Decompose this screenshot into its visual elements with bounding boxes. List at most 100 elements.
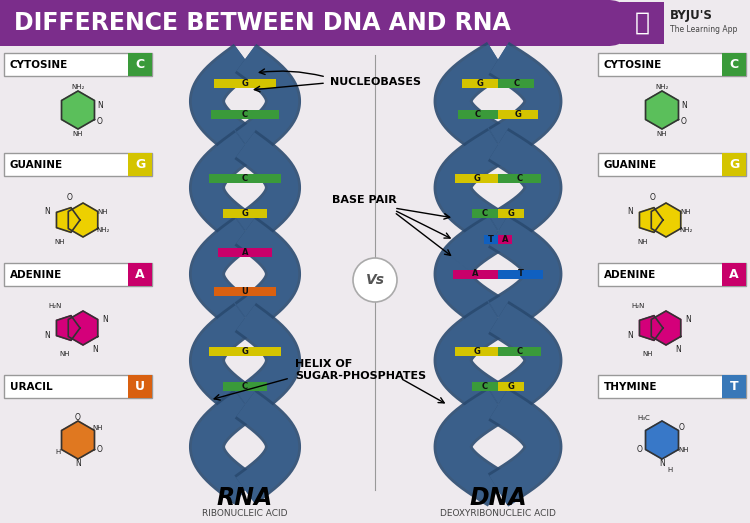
Text: C: C <box>482 382 488 391</box>
Bar <box>455 347 498 356</box>
Text: HELIX OF
SUGAR-PHOSPHATES: HELIX OF SUGAR-PHOSPHATES <box>295 359 426 381</box>
Polygon shape <box>56 208 80 232</box>
Bar <box>128 153 152 176</box>
Polygon shape <box>640 316 663 340</box>
Text: N: N <box>92 346 98 355</box>
Text: ADENINE: ADENINE <box>10 269 62 279</box>
Polygon shape <box>68 203 98 237</box>
Text: T: T <box>488 235 494 244</box>
Polygon shape <box>62 421 94 459</box>
Text: NH: NH <box>679 447 689 453</box>
Text: O: O <box>681 118 687 127</box>
Text: U: U <box>242 287 248 296</box>
Text: NH₂: NH₂ <box>71 84 85 90</box>
Bar <box>498 175 541 184</box>
Text: G: G <box>242 347 248 356</box>
Text: G: G <box>473 347 480 356</box>
Text: C: C <box>516 175 523 184</box>
Text: G: G <box>508 209 515 218</box>
Polygon shape <box>651 311 681 345</box>
FancyBboxPatch shape <box>598 263 746 286</box>
Text: C: C <box>730 58 739 71</box>
Bar <box>223 382 267 391</box>
Text: G: G <box>242 79 248 88</box>
Text: H₂N: H₂N <box>48 303 62 309</box>
Text: H₃C: H₃C <box>638 415 650 421</box>
Text: N: N <box>44 208 50 217</box>
Text: BASE PAIR: BASE PAIR <box>332 195 397 205</box>
Bar <box>128 375 152 398</box>
Bar <box>458 110 498 119</box>
Text: N: N <box>102 315 108 324</box>
Text: C: C <box>482 209 488 218</box>
FancyBboxPatch shape <box>4 153 152 176</box>
Bar <box>722 263 746 286</box>
Text: G: G <box>473 175 480 184</box>
FancyBboxPatch shape <box>598 375 746 398</box>
Polygon shape <box>68 311 98 345</box>
Text: G: G <box>135 158 146 171</box>
Text: NH: NH <box>93 425 104 431</box>
Bar <box>453 269 498 279</box>
Text: NH: NH <box>55 239 65 245</box>
Text: C: C <box>513 79 519 88</box>
Text: C: C <box>242 175 248 184</box>
Text: A: A <box>729 268 739 281</box>
Text: H: H <box>56 449 61 455</box>
Circle shape <box>353 258 397 302</box>
Text: NH: NH <box>73 131 83 137</box>
Text: C: C <box>242 110 248 119</box>
Text: CYTOSINE: CYTOSINE <box>10 60 68 70</box>
Text: T: T <box>730 380 738 393</box>
Text: NH₂: NH₂ <box>96 227 109 233</box>
Text: N: N <box>75 460 81 469</box>
Text: N: N <box>659 460 664 469</box>
Text: N: N <box>627 332 633 340</box>
Text: U: U <box>135 380 145 393</box>
Bar <box>472 209 498 218</box>
Text: THYMINE: THYMINE <box>604 381 658 392</box>
Bar <box>211 110 279 119</box>
Text: C: C <box>136 58 145 71</box>
Bar <box>128 263 152 286</box>
Text: N: N <box>675 346 681 355</box>
Text: G: G <box>729 158 739 171</box>
Bar <box>209 347 281 356</box>
Text: NH₂: NH₂ <box>656 84 669 90</box>
Bar <box>498 110 538 119</box>
Polygon shape <box>646 91 679 129</box>
Polygon shape <box>56 316 80 340</box>
Bar <box>498 209 524 218</box>
Text: RNA: RNA <box>217 486 273 510</box>
Text: N: N <box>98 100 103 109</box>
Text: O: O <box>679 424 685 433</box>
Bar <box>223 209 267 218</box>
Text: G: G <box>514 110 521 119</box>
Text: NH: NH <box>681 209 692 215</box>
Text: G: G <box>242 209 248 218</box>
Bar <box>722 375 746 398</box>
Text: N: N <box>44 332 50 340</box>
Text: DEOXYRIBONUCLEIC ACID: DEOXYRIBONUCLEIC ACID <box>440 508 556 517</box>
Bar <box>498 269 543 279</box>
FancyBboxPatch shape <box>0 0 630 46</box>
Text: DNA: DNA <box>470 486 526 510</box>
Bar <box>218 248 272 257</box>
Bar <box>472 382 498 391</box>
Text: O: O <box>97 118 103 127</box>
Text: URACIL: URACIL <box>10 381 53 392</box>
Text: N: N <box>627 208 633 217</box>
Text: O: O <box>650 194 656 202</box>
Text: T: T <box>518 269 524 279</box>
Text: DIFFERENCE BETWEEN DNA AND RNA: DIFFERENCE BETWEEN DNA AND RNA <box>14 11 511 35</box>
Bar <box>209 175 281 184</box>
Text: G: G <box>508 382 515 391</box>
Text: Ⓑ: Ⓑ <box>634 11 650 35</box>
Bar <box>498 235 512 244</box>
Text: NUCLEOBASES: NUCLEOBASES <box>330 77 421 87</box>
Text: A: A <box>135 268 145 281</box>
Text: GUANINE: GUANINE <box>604 160 657 169</box>
FancyBboxPatch shape <box>4 375 152 398</box>
Text: RIBONUCLEIC ACID: RIBONUCLEIC ACID <box>202 508 288 517</box>
Bar <box>722 53 746 76</box>
